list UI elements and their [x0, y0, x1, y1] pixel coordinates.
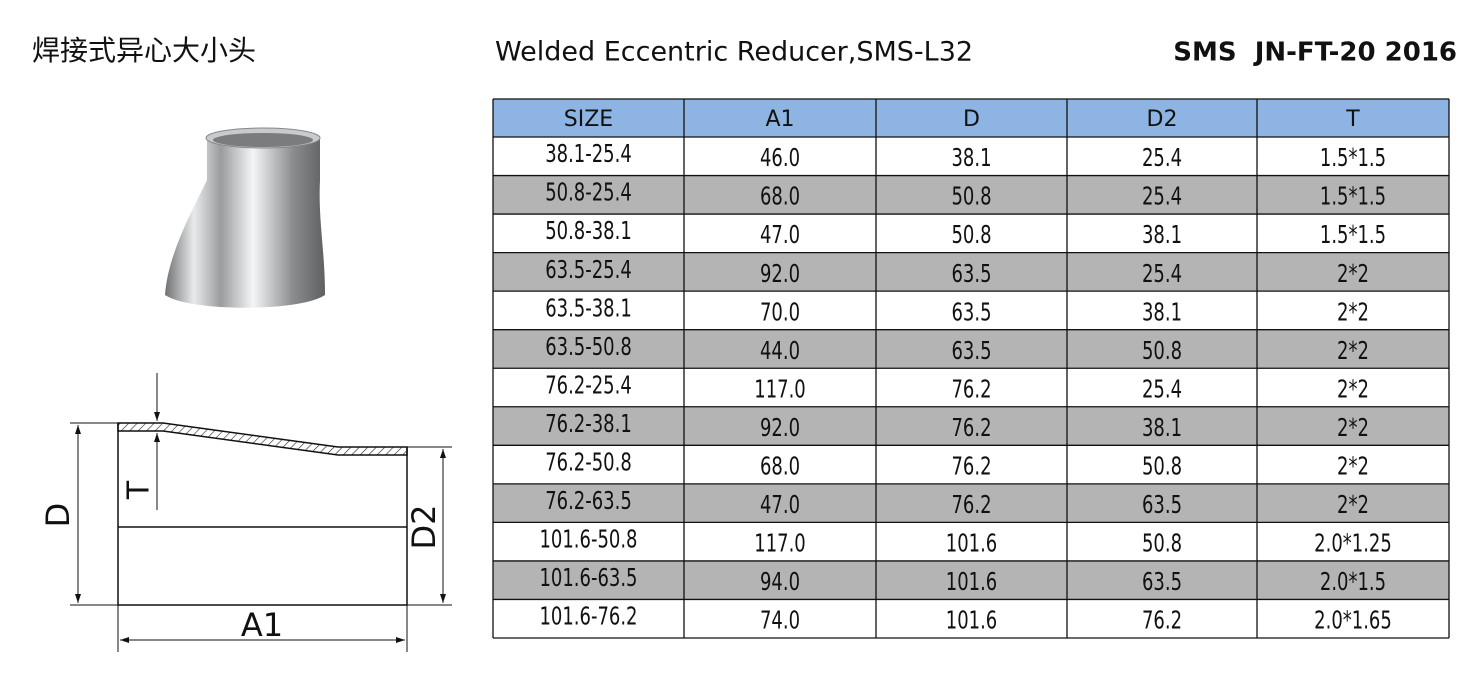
cell: 63.5 — [951, 299, 991, 328]
cell: 76.2-50.8 — [545, 449, 632, 478]
cell: 2*2 — [1337, 491, 1369, 520]
cell: 47.0 — [760, 221, 800, 250]
cell: 101.6-63.5 — [539, 564, 637, 593]
cell: 50.8-25.4 — [545, 179, 632, 208]
cell: 76.2 — [951, 491, 991, 520]
cell: 38.1 — [1142, 414, 1182, 443]
label-t: T — [122, 480, 157, 500]
cell: 25.4 — [1142, 376, 1182, 405]
product-photo — [165, 127, 325, 308]
cell: 101.6-76.2 — [539, 603, 637, 632]
cell: 2.0*1.25 — [1314, 530, 1392, 559]
cell: 76.2-25.4 — [545, 372, 632, 401]
cell: 76.2 — [951, 453, 991, 482]
row-bg — [493, 214, 1449, 253]
cell: 2.0*1.65 — [1314, 607, 1392, 636]
cell: 2*2 — [1337, 260, 1369, 289]
cell: 63.5 — [1142, 568, 1182, 597]
label-d: D — [39, 503, 77, 528]
row-bg — [493, 291, 1449, 330]
row-bg — [493, 252, 1449, 292]
header-row — [493, 99, 1449, 137]
cell: 47.0 — [760, 491, 800, 520]
row-bg — [493, 406, 1449, 446]
cell: 63.5 — [951, 260, 991, 289]
cell: 63.5 — [951, 337, 991, 366]
cell: 38.1 — [951, 144, 991, 173]
cell: 50.8 — [951, 183, 991, 212]
cell: 63.5-50.8 — [545, 333, 632, 362]
cell: 92.0 — [760, 414, 800, 443]
cell: 63.5-25.4 — [545, 256, 632, 285]
column-header: D2 — [1147, 107, 1178, 132]
cell: 117.0 — [754, 376, 805, 405]
cell: 74.0 — [760, 607, 800, 636]
cell: 70.0 — [760, 299, 800, 328]
cell: 38.1-25.4 — [545, 140, 632, 169]
cell: 2*2 — [1337, 299, 1369, 328]
row-bg — [493, 137, 1449, 176]
cell: 25.4 — [1142, 144, 1182, 173]
cell: 76.2 — [1142, 607, 1182, 636]
cell: 76.2 — [951, 376, 991, 405]
cell: 2*2 — [1337, 337, 1369, 366]
cell: 44.0 — [760, 337, 800, 366]
cell: 1.5*1.5 — [1320, 221, 1386, 250]
cell: 2*2 — [1337, 414, 1369, 443]
row-bg — [493, 368, 1449, 407]
label-a1: A1 — [241, 606, 283, 644]
row-bg — [493, 483, 1449, 523]
cell: 68.0 — [760, 453, 800, 482]
cell: 50.8 — [1142, 530, 1182, 559]
row-bg — [493, 522, 1449, 561]
cell: 38.1 — [1142, 221, 1182, 250]
column-header: T — [1345, 107, 1360, 132]
row-bg — [493, 560, 1449, 600]
cell: 101.6 — [946, 568, 997, 597]
cell: 101.6-50.8 — [539, 526, 637, 555]
drawing — [70, 373, 452, 652]
cell: 63.5 — [1142, 491, 1182, 520]
cell: 76.2 — [951, 414, 991, 443]
cell: 76.2-63.5 — [545, 487, 632, 516]
cell: 50.8 — [1142, 453, 1182, 482]
standard: SMS JN-FT-20 2016 — [1173, 38, 1457, 68]
row-bg — [493, 329, 1449, 369]
cell: 25.4 — [1142, 183, 1182, 212]
cell: 46.0 — [760, 144, 800, 173]
row-bg — [493, 445, 1449, 484]
column-header: D — [963, 107, 980, 132]
cell: 101.6 — [946, 530, 997, 559]
title-en: Welded Eccentric Reducer,SMS-L32 — [495, 37, 973, 68]
column-header: A1 — [765, 107, 794, 132]
cell: 68.0 — [760, 183, 800, 212]
cell: 92.0 — [760, 260, 800, 289]
cell: 101.6 — [946, 607, 997, 636]
title-cn: 焊接式异心大小头 — [32, 34, 256, 67]
cell: 76.2-38.1 — [545, 410, 632, 439]
table: SIZE A1 D D2 T 38.1-25.4 46.0 38.1 25.4 1.5*1.5 50… — [492, 98, 1450, 639]
cell: 1.5*1.5 — [1320, 144, 1386, 173]
cell: 117.0 — [754, 530, 805, 559]
cell: 50.8-38.1 — [545, 217, 632, 246]
cell: 1.5*1.5 — [1320, 183, 1386, 212]
cell: 2*2 — [1337, 453, 1369, 482]
row-bg — [493, 599, 1449, 638]
cell: 94.0 — [760, 568, 800, 597]
cell: 50.8 — [951, 221, 991, 250]
cell: 2.0*1.5 — [1320, 568, 1386, 597]
cell: 2*2 — [1337, 376, 1369, 405]
cell: 25.4 — [1142, 260, 1182, 289]
column-header: SIZE — [564, 107, 613, 132]
cell: 50.8 — [1142, 337, 1182, 366]
label-d2: D2 — [405, 505, 443, 550]
row-bg — [493, 175, 1449, 215]
cell: 38.1 — [1142, 299, 1182, 328]
cell: 63.5-38.1 — [545, 295, 632, 324]
